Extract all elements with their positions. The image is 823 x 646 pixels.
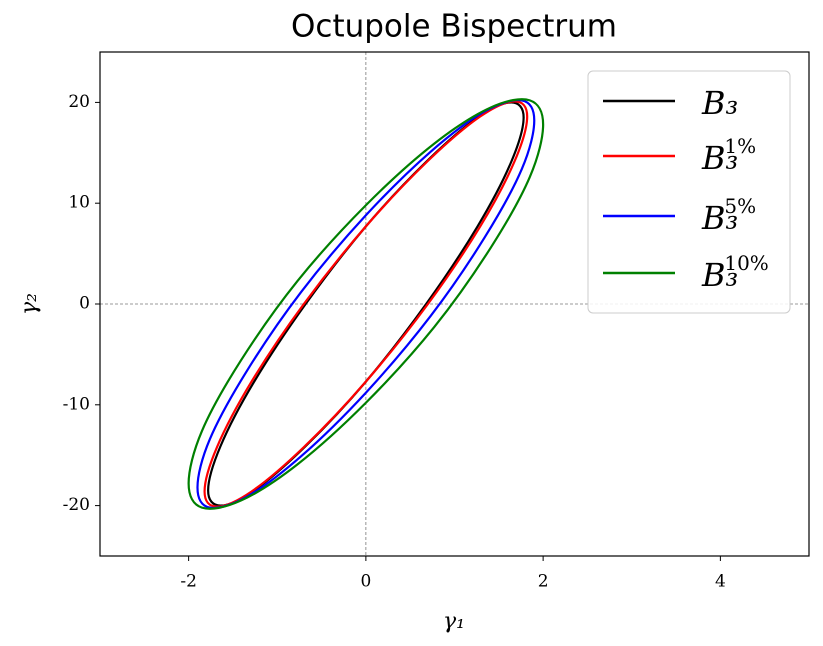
legend-superscript: 5%	[724, 194, 756, 218]
y-tick-label: 20	[68, 92, 90, 112]
legend-superscript: 10%	[724, 251, 768, 275]
legend-label: B₃1%	[701, 134, 756, 177]
y-tick-label: 10	[68, 193, 90, 213]
legend-name: B₃	[701, 84, 738, 122]
curve	[203, 100, 529, 508]
legend-name: B₃	[701, 139, 738, 177]
curve	[196, 98, 536, 510]
y-tick-label: -20	[63, 495, 90, 515]
x-tick-label: 4	[715, 572, 726, 592]
legend-label: B₃10%	[701, 251, 769, 294]
legend-superscript: 1%	[724, 134, 756, 158]
curve	[187, 98, 545, 510]
legend-label: B₃5%	[701, 194, 756, 237]
legend-name: B₃	[701, 199, 738, 237]
x-tick-label: -2	[180, 572, 197, 592]
legend-box	[587, 70, 791, 314]
legend-name: B₃	[701, 256, 738, 294]
y-axis-label: γ₂	[17, 293, 42, 315]
plot-frame	[99, 51, 810, 557]
y-tick-label: -10	[63, 394, 90, 414]
y-tick-label: 0	[79, 294, 90, 314]
x-axis-label: γ₁	[443, 609, 465, 634]
x-tick-label: 2	[538, 572, 549, 592]
x-tick-label: 0	[360, 572, 371, 592]
chart-title: Octupole Bispectrum	[291, 9, 617, 45]
legend-label: B₃	[701, 84, 738, 122]
